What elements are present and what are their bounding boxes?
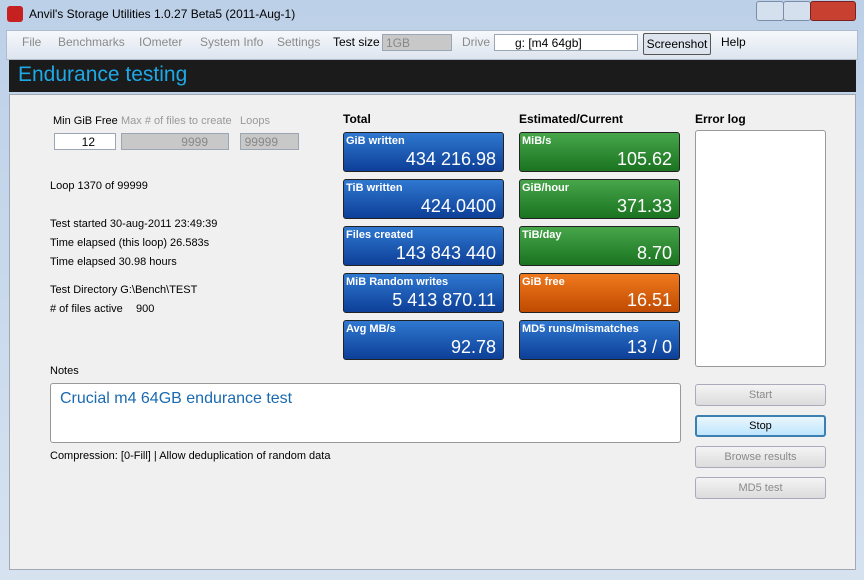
start-button[interactable]: Start	[695, 384, 826, 406]
tile-label: MiB/s	[522, 135, 552, 147]
status-text: Test Directory G:\Bench\TEST	[50, 284, 198, 296]
tile-label: TiB/day	[522, 229, 562, 241]
close-button[interactable]	[810, 1, 856, 21]
minimize-button[interactable]	[756, 1, 784, 21]
tile-value: 13 / 0	[626, 337, 672, 357]
notes-text: Crucial m4 64GB endurance test	[60, 390, 293, 407]
md5-button[interactable]: MD5 test	[695, 477, 826, 499]
window-title: Anvil's Storage Utilities 1.0.27 Beta5 (…	[29, 7, 296, 21]
tile-value: 424.0400	[420, 196, 496, 216]
stat-tile: Files created 143 843 440	[343, 226, 504, 266]
stat-tile: Avg MB/s 92.78	[343, 320, 504, 360]
tile-value: 371.33	[616, 196, 672, 216]
menu-item[interactable]: IOmeter	[139, 35, 183, 49]
header-title: Endurance testing	[18, 63, 188, 86]
test-size-select[interactable]: 1GB	[382, 34, 452, 51]
tile-label: TiB written	[346, 182, 403, 194]
compression-text: Compression: [0-Fill] | Allow deduplicat…	[50, 450, 331, 462]
column-heading: Total	[343, 112, 371, 126]
stop-button[interactable]: Stop	[695, 415, 826, 437]
browse-button[interactable]: Browse results	[695, 446, 826, 468]
screenshot-button[interactable]: Screenshot	[643, 33, 711, 55]
test-size-label: Test size	[333, 35, 380, 49]
setting-label: Loops	[240, 115, 270, 127]
app-icon	[7, 6, 23, 22]
tile-label: Avg MB/s	[346, 323, 396, 335]
menu-item[interactable]: System Info	[200, 35, 264, 49]
tile-label: Files created	[346, 229, 414, 241]
error-log-box	[695, 130, 826, 367]
tile-value: 434 216.98	[405, 149, 496, 169]
column-heading: Estimated/Current	[519, 112, 624, 126]
status-text: Time elapsed (this loop) 26.583s	[50, 237, 210, 249]
stat-tile: GiB free 16.51	[519, 273, 680, 313]
maximize-button[interactable]	[783, 1, 811, 21]
stat-tile: MD5 runs/mismatches 13 / 0	[519, 320, 680, 360]
status-label: # of files active	[50, 303, 123, 315]
tile-label: MD5 runs/mismatches	[522, 323, 639, 335]
tile-value: 5 413 870.11	[392, 290, 496, 310]
tile-value: 8.70	[636, 243, 672, 263]
drive-select[interactable]: g: [m4 64gb]	[494, 34, 638, 51]
column-heading: Error log	[695, 112, 746, 126]
notes-box[interactable]	[50, 383, 681, 443]
header-bar	[9, 60, 856, 92]
status-value: 900	[136, 303, 155, 315]
tile-value: 16.51	[626, 290, 672, 310]
status-text: Test started 30-aug-2011 23:49:39	[50, 218, 218, 230]
stat-tile: GiB/hour 371.33	[519, 179, 680, 219]
status-text: Time elapsed 30.98 hours	[50, 256, 177, 268]
stat-tile: MiB/s 105.62	[519, 132, 680, 172]
max-files-input: 9999	[121, 133, 229, 150]
menu-item[interactable]: Benchmarks	[58, 35, 125, 49]
loops-input: 99999	[240, 133, 299, 150]
menu-item[interactable]: Help	[721, 35, 746, 49]
drive-label: Drive	[462, 35, 491, 49]
tile-label: GiB free	[522, 276, 565, 288]
stat-tile: MiB Random writes 5 413 870.11	[343, 273, 504, 313]
tile-label: MiB Random writes	[346, 276, 449, 288]
menu-item[interactable]: Settings	[277, 35, 321, 49]
menu-item[interactable]: File	[22, 35, 42, 49]
tile-value: 92.78	[450, 337, 496, 357]
setting-label: Max # of files to create	[121, 115, 232, 127]
stat-tile: TiB written 424.0400	[343, 179, 504, 219]
notes-label: Notes	[50, 365, 79, 377]
stat-tile: GiB written 434 216.98	[343, 132, 504, 172]
min-free-input[interactable]: 12	[54, 133, 116, 150]
stat-tile: TiB/day 8.70	[519, 226, 680, 266]
tile-value: 105.62	[616, 149, 672, 169]
tile-value: 143 843 440	[395, 243, 496, 263]
status-text: Loop 1370 of 99999	[50, 180, 148, 192]
tile-label: GiB/hour	[522, 182, 570, 194]
tile-label: GiB written	[346, 135, 405, 147]
setting-label: Min GiB Free	[53, 115, 118, 127]
